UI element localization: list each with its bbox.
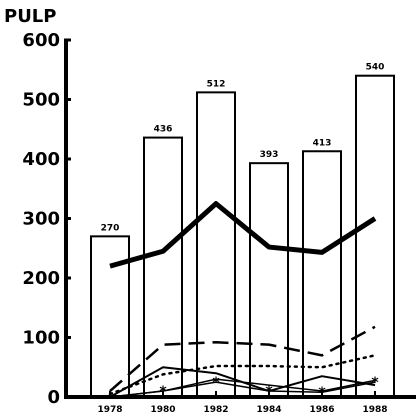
y-ticks: 0 100 200 300 400 500 600 <box>22 30 71 408</box>
bar-1980 <box>143 136 183 399</box>
series-marker-1988: * <box>371 375 379 391</box>
bar-label-1988: 540 <box>366 63 385 73</box>
y-tick-label-0: 0 <box>47 387 60 408</box>
bars: 270 436 512 393 413 540 <box>90 63 395 399</box>
bar-label-1980: 436 <box>154 125 173 135</box>
bar-label-1978: 270 <box>101 223 120 233</box>
x-tick-label-1980: 1980 <box>150 405 175 415</box>
bar-1986 <box>302 150 342 398</box>
series-marker-1982: * <box>212 375 220 391</box>
series-line-asterisk <box>109 381 376 398</box>
series-line-thick-solid <box>109 201 377 269</box>
x-ticks: 1978 1980 1982 1984 1986 1988 <box>97 391 388 415</box>
bar-1984 <box>249 162 289 398</box>
bar-1982 <box>196 91 236 399</box>
y-tick-label-600: 600 <box>22 30 60 51</box>
bar-label-1984: 393 <box>260 150 279 160</box>
series-line-dotted <box>108 354 377 396</box>
series-line-dashed <box>109 325 376 392</box>
x-tick-label-1984: 1984 <box>256 405 281 415</box>
bar-1988 <box>355 74 395 398</box>
bar-label-1986: 413 <box>313 138 332 148</box>
x-tick-label-1982: 1982 <box>203 405 228 415</box>
y-tick-label-400: 400 <box>22 149 60 170</box>
y-tick-label-100: 100 <box>22 328 60 349</box>
y-tick-label-500: 500 <box>22 90 60 111</box>
x-tick-label-1988: 1988 <box>362 405 387 415</box>
y-tick-label-300: 300 <box>22 209 60 230</box>
y-tick-label-200: 200 <box>22 268 60 289</box>
bar-label-1982: 512 <box>207 79 226 89</box>
y-axis-title: PULP <box>4 6 56 27</box>
x-tick-label-1978: 1978 <box>97 405 122 415</box>
x-tick-label-1986: 1986 <box>309 405 334 415</box>
